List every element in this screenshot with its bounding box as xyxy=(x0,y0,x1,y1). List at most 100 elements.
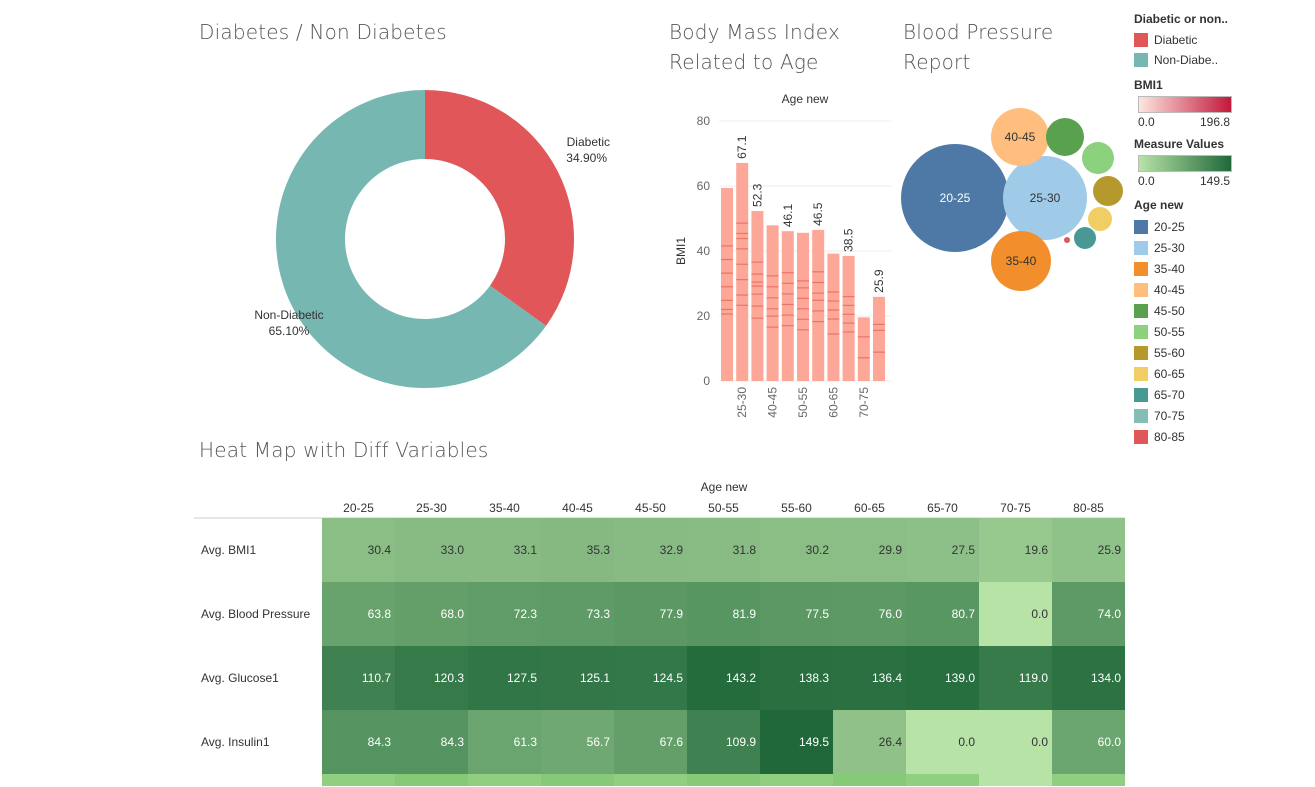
bmi-bar[interactable] xyxy=(812,229,825,381)
heatmap-cell[interactable] xyxy=(979,518,1052,582)
heatmap-cell[interactable] xyxy=(468,582,541,646)
heatmap-cell[interactable] xyxy=(833,710,906,774)
heatmap-cell[interactable] xyxy=(979,646,1052,710)
bmi-bar[interactable] xyxy=(797,232,809,381)
bp-bubble-age-6[interactable] xyxy=(1093,176,1123,206)
heatmap-cell[interactable] xyxy=(1052,646,1125,710)
legend-item-age-80-85[interactable]: 80-85 xyxy=(1134,426,1244,447)
donut-label-diabetic: Diabetic xyxy=(567,135,610,149)
heatmap-cell[interactable] xyxy=(833,518,906,582)
heatmap-cell[interactable] xyxy=(614,710,687,774)
heatmap-cell[interactable] xyxy=(687,518,760,582)
heatmap-cell[interactable] xyxy=(322,582,395,646)
heatmap-cell[interactable] xyxy=(760,710,833,774)
legend-item-age-40-45[interactable]: 40-45 xyxy=(1134,279,1244,300)
heatmap-cell[interactable] xyxy=(395,518,468,582)
legend-item-age-60-65[interactable]: 60-65 xyxy=(1134,363,1244,384)
legend-label: 80-85 xyxy=(1154,429,1185,444)
legend-item-age-20-25[interactable]: 20-25 xyxy=(1134,216,1244,237)
bmi-bar[interactable] xyxy=(721,187,733,381)
donut-slice-diabetic[interactable] xyxy=(425,90,574,326)
bp-bubble-label: 35-40 xyxy=(1006,254,1037,268)
bp-bubble-35-40[interactable] xyxy=(991,231,1051,291)
legend-item-diabetic[interactable]: Diabetic xyxy=(1134,30,1244,50)
heatmap-cell-value: 76.0 xyxy=(879,607,903,621)
heatmap-cell[interactable] xyxy=(833,582,906,646)
bmi-record-stripe xyxy=(736,237,749,240)
heatmap-cell[interactable] xyxy=(395,646,468,710)
bmi-bar[interactable] xyxy=(857,317,870,381)
heatmap-cell[interactable] xyxy=(614,582,687,646)
bmi-record-stripe xyxy=(751,293,764,295)
y-tick-label: 80 xyxy=(697,114,711,128)
heatmap-cell-value: 80.7 xyxy=(952,607,976,621)
bp-bubble-20-25[interactable] xyxy=(901,144,1009,252)
legend-panel: Diabetic or non.. Diabetic Non-Diabe.. BM… xyxy=(1134,12,1244,447)
heatmap-cell[interactable] xyxy=(541,582,614,646)
bp-bubble-age-10[interactable] xyxy=(1064,237,1070,243)
heatmap-cell[interactable] xyxy=(395,710,468,774)
legend-label: 20-25 xyxy=(1154,219,1185,234)
heatmap-cell[interactable] xyxy=(979,710,1052,774)
bp-bubble-40-45[interactable] xyxy=(991,108,1049,166)
bp-bubble-label: 25-30 xyxy=(1030,191,1061,205)
heatmap-cell[interactable] xyxy=(906,646,979,710)
bmi-bar[interactable] xyxy=(751,211,764,381)
heatmap-cell[interactable] xyxy=(833,646,906,710)
heatmap-cell[interactable] xyxy=(1052,518,1125,582)
heatmap-cell[interactable] xyxy=(468,710,541,774)
bmi-bar[interactable] xyxy=(827,253,840,381)
bmi-record-stripe xyxy=(827,318,840,320)
heatmap-cell[interactable] xyxy=(468,646,541,710)
heatmap-cell[interactable] xyxy=(687,582,760,646)
heatmap-cell-value: 77.9 xyxy=(660,607,684,621)
heatmap-cell[interactable] xyxy=(906,518,979,582)
heatmap-cell[interactable] xyxy=(1052,582,1125,646)
heatmap-cell[interactable] xyxy=(760,518,833,582)
bp-bubble-age-8[interactable] xyxy=(1074,227,1096,249)
legend-item-age-25-30[interactable]: 25-30 xyxy=(1134,237,1244,258)
legend-item-non-diabe[interactable]: Non-Diabe.. xyxy=(1134,50,1244,70)
legend-item-age-65-70[interactable]: 65-70 xyxy=(1134,384,1244,405)
heatmap-cell[interactable] xyxy=(468,518,541,582)
bmi-bar-chart: Age new 0 20 40 60 80 BMI1 67.1 25-30 52.3 40-45 46… xyxy=(674,92,891,418)
bp-bubble-25-30[interactable] xyxy=(1003,156,1087,240)
heatmap-cell-value: 26.4 xyxy=(879,735,903,749)
heatmap-cell[interactable] xyxy=(760,646,833,710)
heatmap-cell-partial xyxy=(614,774,687,786)
bmi-bar[interactable] xyxy=(766,225,779,381)
legend-label: 70-75 xyxy=(1154,408,1185,423)
heatmap-cell[interactable] xyxy=(541,646,614,710)
heatmap-cell[interactable] xyxy=(906,710,979,774)
heatmap-cell-value: 30.2 xyxy=(806,543,830,557)
bp-bubble-age-5[interactable] xyxy=(1082,142,1114,174)
heatmap-cell-partial xyxy=(468,774,541,786)
heatmap-cell[interactable] xyxy=(322,646,395,710)
legend-item-age-50-55[interactable]: 50-55 xyxy=(1134,321,1244,342)
bp-bubble-age-4[interactable] xyxy=(1046,118,1084,156)
legend-item-age-45-50[interactable]: 45-50 xyxy=(1134,300,1244,321)
heatmap-cell[interactable] xyxy=(687,710,760,774)
bmi-bar[interactable] xyxy=(736,162,749,381)
legend-item-age-70-75[interactable]: 70-75 xyxy=(1134,405,1244,426)
bmi-bar[interactable] xyxy=(781,231,794,381)
heatmap-cell[interactable] xyxy=(614,518,687,582)
bmi-bar[interactable] xyxy=(873,296,885,381)
bmi-bar[interactable] xyxy=(842,255,855,381)
heatmap-cell[interactable] xyxy=(395,582,468,646)
heatmap-cell[interactable] xyxy=(979,582,1052,646)
bp-bubble-age-7[interactable] xyxy=(1088,207,1112,231)
heatmap-cell[interactable] xyxy=(760,582,833,646)
legend-item-age-55-60[interactable]: 55-60 xyxy=(1134,342,1244,363)
heatmap-cell[interactable] xyxy=(906,582,979,646)
heatmap-cell[interactable] xyxy=(322,710,395,774)
heatmap-cell[interactable] xyxy=(322,518,395,582)
heatmap-cell[interactable] xyxy=(541,710,614,774)
legend-item-age-35-40[interactable]: 35-40 xyxy=(1134,258,1244,279)
heatmap-cell-value: 33.1 xyxy=(514,543,538,557)
donut-slice-non-diabetic[interactable] xyxy=(275,90,547,388)
heatmap-cell[interactable] xyxy=(541,518,614,582)
heatmap-cell[interactable] xyxy=(687,646,760,710)
heatmap-cell[interactable] xyxy=(614,646,687,710)
heatmap-cell[interactable] xyxy=(1052,710,1125,774)
